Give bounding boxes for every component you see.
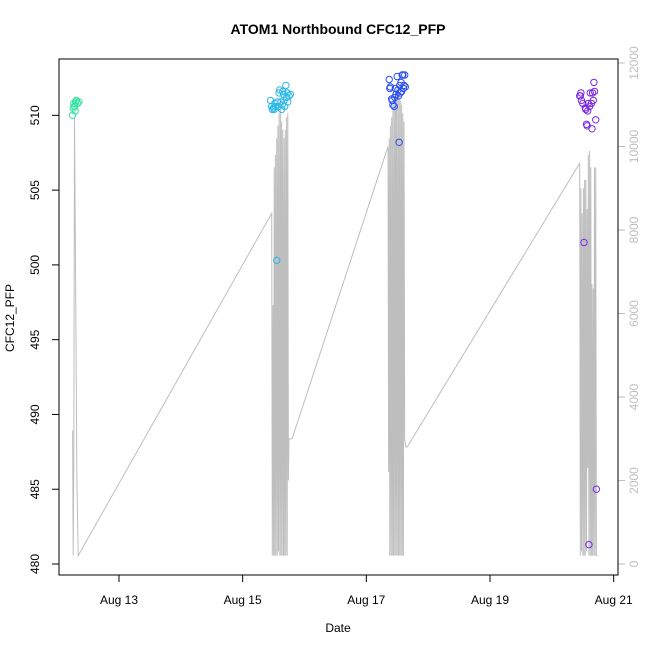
data-point <box>286 90 294 99</box>
plot-frame <box>58 58 619 576</box>
data-points <box>68 71 601 549</box>
data-point <box>285 92 293 100</box>
data-point <box>385 75 393 84</box>
y-tick-label: 485 <box>28 479 42 499</box>
y2-tick-label: 6000 <box>627 300 641 327</box>
data-point <box>282 81 290 90</box>
data-point <box>400 81 408 90</box>
x-tick-label: Aug 15 <box>224 593 262 607</box>
data-point <box>586 89 594 97</box>
secondary-series <box>72 88 598 558</box>
data-point <box>588 89 597 97</box>
data-point <box>390 102 398 111</box>
data-point <box>590 78 598 87</box>
data-point <box>279 87 287 96</box>
data-point <box>592 116 600 124</box>
data-point <box>579 99 587 108</box>
data-point <box>271 102 280 111</box>
data-point <box>275 89 283 97</box>
data-point <box>576 92 584 100</box>
data-point <box>389 101 397 109</box>
data-point <box>75 98 83 106</box>
y2-tick-label: 0 <box>627 560 641 567</box>
y-axis-label: CFC12_PFP <box>3 284 17 352</box>
data-point <box>585 540 593 549</box>
y-tick-label: 480 <box>28 554 42 574</box>
data-point <box>590 87 599 96</box>
x-tick-label: Aug 17 <box>347 593 385 607</box>
data-point <box>273 256 281 265</box>
data-point <box>68 111 77 120</box>
y-tick-label: 500 <box>28 255 42 275</box>
y2-tick-label: 2000 <box>627 467 641 494</box>
data-point <box>580 238 588 247</box>
y2-tick-label: 4000 <box>627 383 641 410</box>
data-point <box>386 83 395 91</box>
data-point <box>401 83 409 91</box>
data-point <box>588 125 596 133</box>
data-point <box>73 99 82 108</box>
data-point <box>395 138 403 147</box>
secondary-series-line <box>72 88 598 558</box>
data-point <box>399 71 407 79</box>
x-axis-label: Date <box>325 621 351 635</box>
y-tick-label: 505 <box>28 180 42 200</box>
y-tick-label: 490 <box>28 404 42 424</box>
data-point <box>284 98 292 106</box>
data-point <box>592 485 601 493</box>
x-tick-label: Aug 13 <box>100 593 138 607</box>
y-tick-label: 495 <box>28 329 42 349</box>
data-point <box>577 89 585 97</box>
y-tick-label: 510 <box>28 105 42 125</box>
data-point <box>399 84 408 93</box>
chart-title: ATOM1 Northbound CFC12_PFP <box>231 21 446 37</box>
bottom-axis: Aug 13 Aug 15 Aug 17 Aug 19 Aug 21 <box>100 574 633 607</box>
y2-tick-label: 8000 <box>627 216 641 243</box>
data-point <box>584 107 592 115</box>
left-axis: 480 485 490 495 500 505 510 <box>28 105 60 574</box>
y2-tick-label: 12000 <box>627 46 641 80</box>
x-tick-label: Aug 19 <box>471 593 509 607</box>
right-axis: 0 2000 4000 6000 8000 10000 12000 <box>617 46 641 567</box>
x-tick-label: Aug 21 <box>595 593 633 607</box>
data-point <box>589 96 597 105</box>
data-point <box>401 71 409 79</box>
data-point <box>71 107 79 115</box>
y2-tick-label: 10000 <box>627 129 641 163</box>
